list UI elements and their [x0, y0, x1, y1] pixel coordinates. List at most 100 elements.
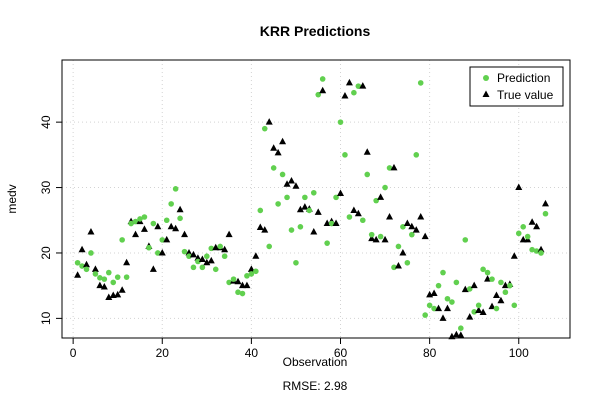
true-value-point	[118, 286, 126, 293]
true-value-point	[475, 306, 483, 314]
chart-title: KRR Predictions	[260, 23, 371, 39]
prediction-point	[346, 214, 353, 220]
true-value-point	[78, 245, 86, 253]
true-value-point	[466, 313, 474, 320]
true-value-point	[337, 189, 345, 196]
prediction-point	[417, 80, 424, 86]
y-tick-label: 10	[39, 311, 53, 325]
prediction-point	[533, 248, 540, 254]
true-value-point	[189, 250, 197, 258]
true-value-point	[296, 205, 304, 213]
prediction-point	[319, 76, 326, 82]
prediction-point	[498, 279, 504, 286]
true-value-point	[158, 248, 166, 256]
true-value-point	[172, 224, 180, 232]
prediction-point	[449, 299, 455, 305]
y-tick-label: 40	[39, 115, 53, 129]
true-value-point	[412, 226, 420, 233]
true-value-point	[301, 203, 309, 210]
true-value-point	[292, 182, 300, 189]
prediction-point	[92, 271, 99, 277]
true-value-point	[430, 289, 438, 297]
prediction-point	[489, 276, 495, 282]
true-value-point	[100, 282, 108, 290]
true-value-point	[323, 219, 331, 227]
prediction-point	[114, 274, 121, 280]
legend-prediction-label: Prediction	[497, 71, 550, 85]
prediction-point	[440, 269, 446, 276]
true-value-point	[386, 212, 394, 220]
prediction-point	[333, 194, 339, 201]
prediction-point	[244, 273, 250, 279]
true-value-point	[541, 199, 549, 207]
prediction-point	[132, 218, 139, 225]
true-value-point	[403, 219, 411, 227]
true-value-point	[96, 281, 104, 289]
legend: Prediction True value	[469, 66, 564, 107]
prediction-point	[458, 325, 464, 331]
true-value-point	[381, 235, 389, 243]
x-tick-label: 0	[70, 346, 77, 360]
prediction-point	[475, 302, 482, 309]
y-tick-label: 20	[39, 246, 53, 260]
prediction-point	[377, 233, 384, 240]
true-value-point	[256, 223, 264, 230]
true-value-point	[225, 230, 233, 238]
true-value-point	[181, 230, 189, 238]
x-tick-label: 40	[245, 346, 259, 360]
prediction-point	[351, 89, 357, 96]
true-value-point	[234, 277, 242, 285]
prediction-point	[83, 266, 90, 273]
true-value-point	[452, 330, 460, 338]
true-value-point	[176, 205, 184, 213]
prediction-point	[493, 305, 500, 312]
true-value-point	[484, 275, 492, 282]
prediction-point	[409, 231, 415, 238]
prediction-point	[266, 243, 273, 250]
true-value-point	[167, 222, 175, 230]
prediction-point	[257, 207, 264, 214]
prediction-point	[137, 216, 143, 222]
prediction-point	[426, 302, 433, 309]
prediction-point	[315, 91, 322, 98]
grid-lines	[62, 60, 570, 338]
prediction-point	[538, 250, 544, 256]
prediction-point	[195, 258, 201, 265]
true-value-point	[363, 148, 371, 155]
prediction-point	[453, 279, 460, 286]
true-value-point	[368, 234, 376, 242]
prediction-point	[177, 215, 183, 222]
true-value-point	[132, 230, 140, 238]
prediction-point	[199, 264, 206, 271]
true-value-point	[265, 118, 273, 125]
prediction-point	[172, 186, 179, 192]
prediction-point	[288, 227, 295, 233]
prediction-point	[342, 152, 348, 158]
prediction-point	[444, 295, 451, 302]
prediction-point	[279, 171, 286, 178]
legend-prediction-marker	[483, 75, 489, 81]
legend-true-value-marker	[482, 90, 490, 97]
true-value-point	[470, 281, 478, 289]
true-value-point	[488, 302, 496, 310]
true-value-point	[354, 209, 362, 217]
data-points	[74, 76, 549, 340]
prediction-point	[88, 250, 94, 256]
true-value-point	[185, 248, 193, 256]
true-value-point	[283, 180, 291, 187]
plot-frame	[61, 59, 571, 339]
true-value-point	[154, 222, 162, 230]
prediction-point	[524, 233, 531, 240]
true-value-point	[350, 206, 358, 213]
y-tick-label: 30	[39, 181, 53, 195]
true-value-point	[497, 296, 505, 304]
prediction-point	[386, 165, 393, 171]
true-value-point	[140, 225, 148, 232]
true-value-point	[461, 285, 469, 293]
prediction-point	[159, 237, 166, 243]
prediction-point	[217, 243, 223, 250]
prediction-point	[97, 275, 103, 281]
true-value-point	[238, 281, 246, 289]
true-value-point	[372, 235, 380, 243]
prediction-point	[364, 171, 371, 178]
